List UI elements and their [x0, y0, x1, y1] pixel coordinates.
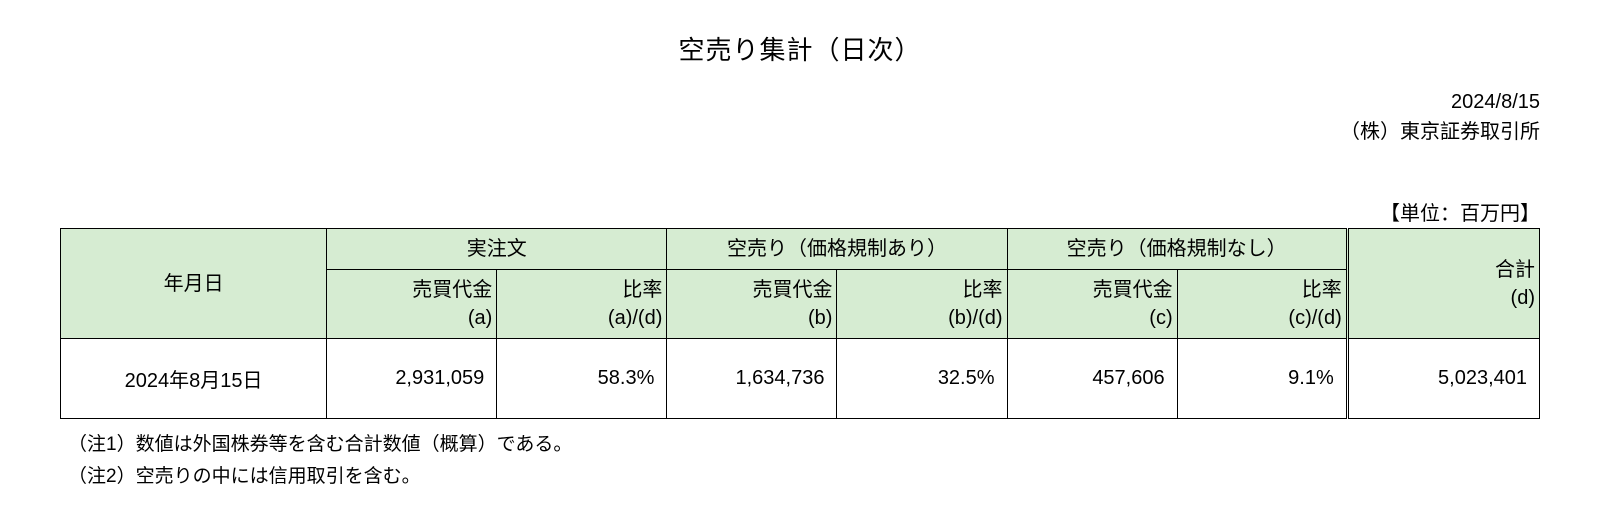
- cell-ratio-c: 9.1%: [1177, 339, 1347, 419]
- header-group-short-regulated: 空売り（価格規制あり）: [667, 229, 1007, 270]
- page-title: 空売り集計（日次）: [60, 30, 1540, 67]
- header-ratio-b: 比率(b)/(d): [837, 270, 1007, 339]
- header-total: 合計(d): [1347, 229, 1539, 339]
- meta-issuer: （株）東京証券取引所: [60, 117, 1540, 147]
- cell-amount-c: 457,606: [1007, 339, 1177, 419]
- cell-amount-b: 1,634,736: [667, 339, 837, 419]
- footnote-2: （注2）空売りの中には信用取引を含む。: [68, 461, 1540, 493]
- cell-ratio-b: 32.5%: [837, 339, 1007, 419]
- header-group-actual: 実注文: [327, 229, 667, 270]
- footnote-1: （注1）数値は外国株券等を含む合計数値（概算）である。: [68, 429, 1540, 461]
- header-amount-c: 売買代金(c): [1007, 270, 1177, 339]
- document-meta: 2024/8/15 （株）東京証券取引所: [60, 87, 1540, 147]
- cell-total: 5,023,401: [1347, 339, 1539, 419]
- short-selling-table: 年月日 実注文 空売り（価格規制あり） 空売り（価格規制なし） 合計(d) 売買…: [60, 228, 1540, 419]
- cell-ratio-a: 58.3%: [497, 339, 667, 419]
- unit-label: 【単位：百万円】: [60, 197, 1540, 226]
- header-amount-a: 売買代金(a): [327, 270, 497, 339]
- header-amount-b: 売買代金(b): [667, 270, 837, 339]
- table-row: 2024年8月15日 2,931,059 58.3% 1,634,736 32.…: [61, 339, 1540, 419]
- cell-date: 2024年8月15日: [61, 339, 327, 419]
- header-date: 年月日: [61, 229, 327, 339]
- header-group-short-unregulated: 空売り（価格規制なし）: [1007, 229, 1347, 270]
- cell-amount-a: 2,931,059: [327, 339, 497, 419]
- header-ratio-a: 比率(a)/(d): [497, 270, 667, 339]
- meta-date: 2024/8/15: [60, 87, 1540, 117]
- header-ratio-c: 比率(c)/(d): [1177, 270, 1347, 339]
- footnotes: （注1）数値は外国株券等を含む合計数値（概算）である。 （注2）空売りの中には信…: [60, 429, 1540, 494]
